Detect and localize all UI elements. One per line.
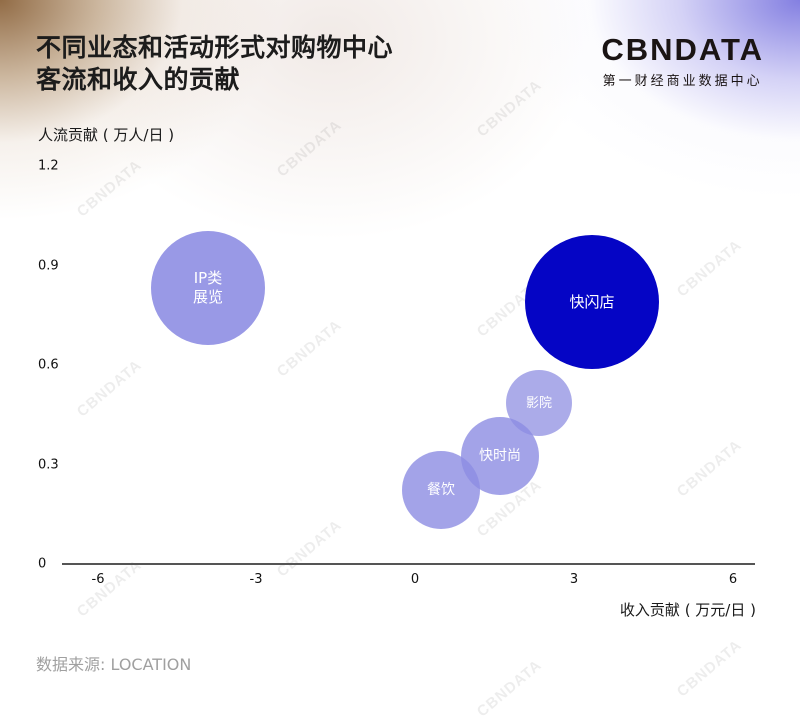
x-tick: 3 — [569, 572, 579, 587]
y-tick: 0.9 — [38, 258, 59, 274]
logo-subtitle: 第一财经商业数据中心 — [602, 74, 763, 89]
chart-title-line-2: 客流和收入的贡献 — [36, 65, 241, 94]
chart-title: 不同业态和活动形式对购物中心 客流和收入的贡献 — [36, 32, 393, 96]
y-tick: 0.3 — [38, 457, 59, 473]
x-tick: -6 — [91, 572, 105, 587]
bubble-fast-fashion[interactable]: 快时尚 — [461, 417, 539, 495]
x-axis-label: 收入贡献 ( 万元/日 ) — [619, 601, 756, 619]
brand-logo: CBNDATA 第一财经商业数据中心 — [601, 32, 764, 90]
bubble-ip-exhibition[interactable]: IP类 展览 — [151, 231, 265, 345]
data-source-note: 数据来源: LOCATION — [36, 655, 192, 674]
y-tick: 0.6 — [38, 357, 59, 373]
x-tick: 6 — [728, 572, 738, 587]
chart-title-line-1: 不同业态和活动形式对购物中心 — [36, 33, 394, 62]
y-tick: 0 — [38, 556, 47, 572]
logo-wordmark: CBNDATA — [601, 32, 764, 67]
x-tick: -3 — [249, 572, 263, 587]
y-axis-label: 人流贡献 ( 万人/日 ) — [38, 126, 175, 144]
x-axis-line — [62, 563, 755, 565]
background-gradient — [0, 0, 800, 705]
y-tick: 1.2 — [38, 158, 59, 174]
x-tick: 0 — [410, 572, 420, 587]
bubble-popup-store[interactable]: 快闪店 — [525, 235, 659, 369]
